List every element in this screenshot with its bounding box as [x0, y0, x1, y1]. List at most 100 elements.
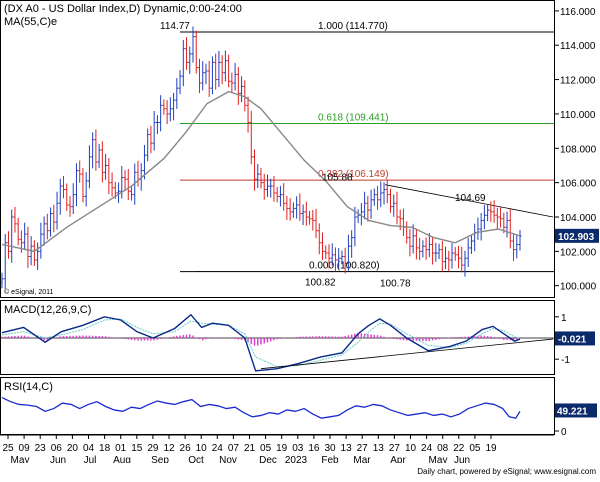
x-month-label: May	[429, 455, 448, 466]
macd-y-tick-label: -1	[561, 355, 570, 366]
x-tick-day: 01	[115, 443, 127, 454]
x-month-label: Aug	[113, 455, 131, 466]
price-y-axis: 116.000 114.000 112.000 110.000 108.000 106.0…	[554, 7, 597, 293]
x-month-label: 2023	[285, 455, 308, 466]
x-tick-day: 04	[83, 443, 95, 454]
price-y-tick-label: 112.000	[560, 76, 596, 87]
x-month-label: Jul	[84, 455, 97, 466]
x-month-label: Apr	[390, 455, 406, 466]
macd-lines	[1, 313, 554, 372]
x-tick-day: 03	[292, 443, 304, 454]
footer-bar	[0, 463, 600, 477]
macd-panel-title: MACD(12,26,9,C)	[4, 304, 91, 316]
price-y-tick-label: 110.000	[560, 110, 596, 121]
x-tick-day: 27	[389, 443, 401, 454]
x-tick-day: 15	[131, 443, 143, 454]
rsi-y-tick-label: 0	[561, 427, 567, 438]
x-month-label: Nov	[219, 455, 237, 466]
macd-panel: MACD(12,26,9,C) 10-1 -0.021	[0, 300, 595, 375]
x-tick-day: 13	[373, 443, 385, 454]
x-tick-day: 23	[35, 443, 47, 454]
rsi-panel: RSI(14,C) 500 49.221	[0, 377, 597, 438]
x-tick-day: 16	[308, 443, 320, 454]
price-y-tick-label: 106.000	[560, 179, 597, 190]
x-tick-day: 05	[469, 443, 481, 454]
x-tick-day: 27	[357, 443, 369, 454]
date-x-axis: 25 09 23 06 20 04 18 01 15 29 12 26 10 24 07 21 05 19 03 16…	[0, 434, 554, 466]
x-tick-day: 19	[276, 443, 288, 454]
macd-last-box	[555, 331, 595, 346]
macd-line	[1, 313, 521, 372]
x-month-label: Feb	[321, 455, 339, 466]
x-tick-day: 13	[341, 443, 353, 454]
x-tick-day: 09	[19, 443, 31, 454]
x-tick-day: 18	[99, 443, 111, 454]
x-month-label: Dec	[259, 455, 277, 466]
price-panel: (DX A0 - US Dollar Index,D) Dynamic,0:00…	[0, 0, 599, 298]
x-tick-day: 21	[244, 443, 256, 454]
x-tick-day: 25	[2, 443, 14, 454]
x-tick-day: 26	[180, 443, 192, 454]
price-y-tick-label: 108.000	[560, 144, 597, 155]
x-month-label: Sep	[151, 455, 169, 466]
x-tick-day: 24	[212, 443, 224, 454]
x-tick-day: 19	[485, 443, 497, 454]
trendlines	[196, 184, 554, 273]
rsi-last-value: 49.221	[555, 403, 597, 418]
moving-average	[1, 90, 521, 253]
rsi-panel-frame	[0, 377, 555, 435]
footer-right-text: Daily chart, powered by eSignal; www.esi…	[417, 467, 596, 476]
rsi-line	[1, 396, 521, 419]
x-tick-day: 07	[228, 443, 240, 454]
price-y-tick-label: 116.000	[560, 7, 596, 18]
copyright-label: © eSignal, 2011	[4, 288, 54, 296]
x-tick-day: 22	[453, 443, 465, 454]
price-y-tick-label: 100.000	[560, 282, 597, 293]
macd-trendline	[260, 338, 554, 370]
macd-y-tick-label: 1	[561, 313, 567, 324]
x-month-label: Oct	[188, 455, 204, 466]
price-last-value: 102.903	[555, 228, 599, 243]
rsi-panel-title: RSI(14,C)	[4, 381, 53, 393]
price-annotation: 105.88	[322, 173, 353, 184]
price-y-tick-label: 114.000	[560, 41, 596, 52]
fib-level-label: 0.382 (106.149)	[318, 169, 389, 180]
x-month-label: Mar	[353, 455, 371, 466]
x-tick-day: 20	[67, 443, 79, 454]
x-month-label: Jun	[50, 455, 66, 466]
x-tick-day: 12	[163, 443, 175, 454]
x-tick-day: 29	[147, 443, 159, 454]
trendline-upper	[385, 184, 554, 218]
price-annotation: 100.78	[380, 278, 411, 289]
x-tick-day: 08	[437, 443, 449, 454]
x-month-label: Jun	[454, 455, 470, 466]
rsi-last-box	[555, 403, 597, 418]
price-panel-title: (DX A0 - US Dollar Index,D) Dynamic,0:00…	[4, 3, 242, 15]
x-tick-day: 30	[324, 443, 336, 454]
fib-level-label: 0.618 (109.441)	[318, 113, 389, 124]
price-annotations: 114.77 105.88 104.69 100.82 100.78	[160, 21, 486, 289]
fib-level-label: 1.000 (114.770)	[318, 21, 388, 32]
ma-55-line	[1, 90, 521, 253]
price-last-box	[555, 228, 599, 243]
price-y-tick-label: 102.000	[560, 247, 597, 258]
rsi-line	[1, 396, 521, 419]
rsi-last-label: 49.221	[557, 406, 588, 417]
price-y-tick-label: 104.000	[560, 213, 597, 224]
x-tick-day: 05	[260, 443, 272, 454]
price-last-label: 102.903	[558, 232, 595, 243]
x-tick-day: 10	[196, 443, 208, 454]
x-tick-day: 10	[405, 443, 417, 454]
price-annotation: 100.82	[305, 278, 336, 289]
price-candles	[0, 26, 522, 289]
fib-level-label: 0.000 (100.820)	[309, 261, 380, 272]
macd-signal-line	[1, 318, 521, 368]
x-tick-day: 06	[51, 443, 63, 454]
price-annotation: 114.77	[160, 21, 190, 32]
macd-last-label: -0.021	[558, 334, 587, 345]
price-annotation: 104.69	[455, 193, 486, 204]
x-month-label: May	[11, 455, 30, 466]
macd-last-value: -0.021	[555, 331, 595, 346]
